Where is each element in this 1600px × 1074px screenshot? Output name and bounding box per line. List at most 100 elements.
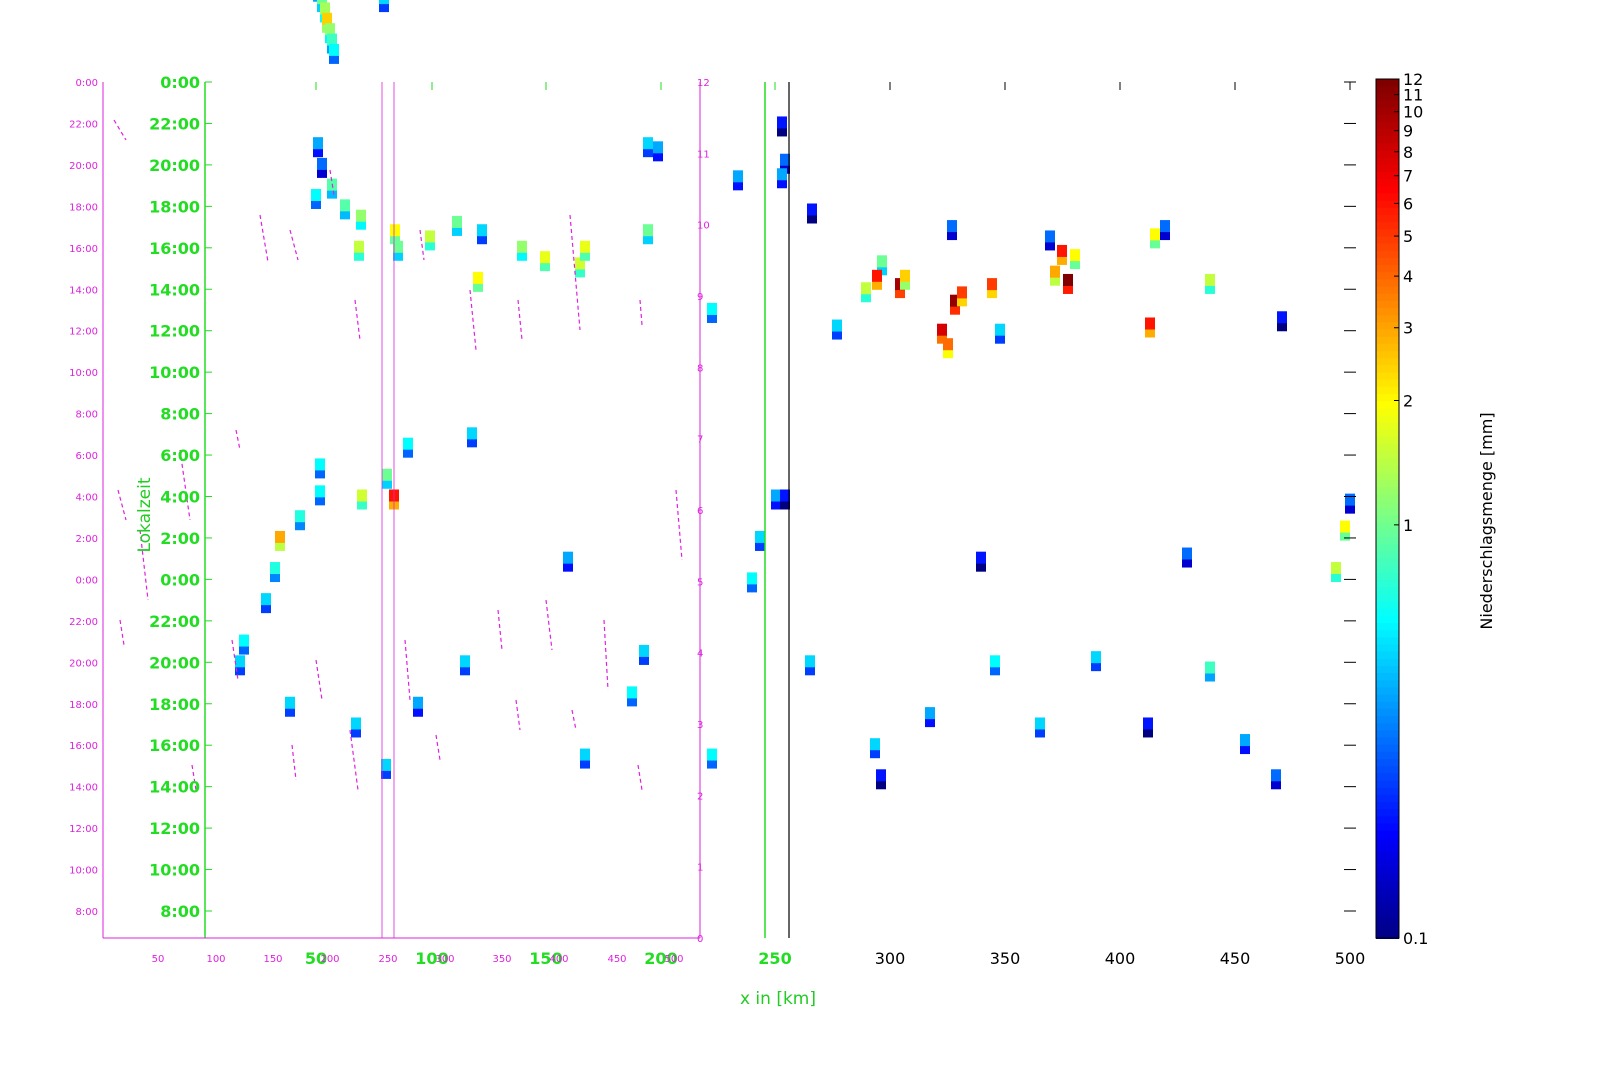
heatmap-cell [315,485,325,500]
colorbar-segment [1376,229,1399,238]
heatmap-cell [943,350,953,359]
colorbar-segment [1376,630,1399,639]
heatmap-cell [707,314,717,323]
magenta-trace [675,489,683,561]
colorbar-tick-label: 7 [1403,167,1413,186]
colorbar-segment [1376,365,1399,374]
heatmap-cell [575,269,585,278]
magenta-x-tick-label: 400 [549,954,568,965]
y-tick-label: 8:00 [160,902,200,921]
heatmap-cell [771,501,781,510]
heatmap-cell [987,278,997,293]
heatmap-cell [390,236,400,245]
colorbar-segment [1376,737,1399,746]
heatmap-cell [780,501,790,510]
colorbar-segment [1376,494,1399,503]
y-tick-label: 8:00 [160,405,200,424]
heatmap-cell [295,522,305,531]
colorbar-segment [1376,222,1399,231]
heatmap-cell [872,269,882,284]
magenta-y-tick-label: 0:00 [76,78,98,89]
heatmap-cell [382,480,392,489]
colorbar-segment [1376,322,1399,331]
magenta-y-tick-label: 0:00 [76,575,98,586]
magenta-right-tick-label: 2 [697,791,703,802]
colorbar-tick-label: 11 [1403,86,1423,105]
x-tick-label: 250 [758,949,791,968]
heatmap-cell [425,230,435,245]
heatmap-cell [320,2,330,17]
colorbar-tick-label: 2 [1403,391,1413,410]
heatmap-cell [943,338,953,353]
colorbar-segment [1376,343,1399,353]
magenta-y-tick-label: 18:00 [69,700,98,711]
colorbar-segment [1376,537,1399,546]
colorbar-segment [1376,773,1399,782]
colorbar-segment [1376,379,1399,388]
heatmap-cell [777,128,787,137]
heatmap-cell [805,667,815,676]
magenta-trace [517,299,523,341]
heatmap-cell [1143,729,1153,738]
magenta-trace [139,529,149,601]
heatmap-cell [340,211,350,220]
colorbar-segment [1376,143,1399,152]
magenta-trace [571,709,577,731]
magenta-trace [349,729,359,791]
heatmap-cell [379,4,389,13]
colorbar-segment [1376,623,1399,632]
x-tick-label: 50 [305,949,327,968]
magenta-trace [639,299,643,326]
heatmap-cell [356,209,366,224]
heatmap-cell [351,717,361,732]
heatmap-cell [947,232,957,241]
magenta-trace [569,214,581,331]
colorbar-segment [1376,544,1399,553]
heatmap-cell [1340,532,1350,541]
colorbar-segment [1376,558,1399,567]
colorbar-segment [1376,308,1399,317]
heatmap-cell [832,319,842,334]
y-tick-label: 0:00 [160,73,200,92]
colorbar-segment [1376,608,1399,617]
heatmap-cell [1277,323,1287,332]
magenta-trace [235,429,241,451]
colorbar-segment [1376,551,1399,560]
colorbar-segment [1376,844,1399,854]
colorbar-segment [1376,923,1399,932]
magenta-y-tick-label: 10:00 [69,866,98,877]
heatmap-cell [325,23,335,38]
heatmap-cell [381,770,391,779]
colorbar-segment [1376,200,1399,209]
heatmap-cell [1182,559,1192,568]
heatmap-cell [285,708,295,717]
magenta-y-tick-label: 2:00 [76,534,98,545]
colorbar-segment [1376,801,1399,811]
heatmap-cell [413,696,423,711]
colorbar-segment [1376,830,1399,839]
colorbar-segment [1376,279,1399,288]
colorbar-segment [1376,873,1399,882]
x-tick-label: 100 [415,949,448,968]
heatmap-cell [317,157,327,172]
colorbar-segment [1376,250,1399,259]
magenta-right-tick-label: 1 [697,863,703,874]
colorbar-segment [1376,580,1399,589]
heatmap-cell [1345,493,1355,508]
colorbar-segment [1376,100,1399,109]
heatmap-cell [354,252,364,261]
colorbar-segment [1376,895,1399,904]
y-tick-label: 16:00 [149,239,200,258]
heatmap-cell [329,43,339,58]
colorbar-segment [1376,508,1399,517]
colorbar-segment [1376,930,1399,939]
y-tick-label: 18:00 [149,197,200,216]
colorbar-label: Niederschlagsmenge [mm] [1477,412,1496,629]
x-axis-label: x in [km] [740,989,816,1009]
heatmap-cell [354,240,364,255]
heatmap-cell [861,294,871,303]
heatmap-cell [861,282,871,297]
heatmap-cell [639,656,649,665]
colorbar-segment [1376,730,1399,739]
